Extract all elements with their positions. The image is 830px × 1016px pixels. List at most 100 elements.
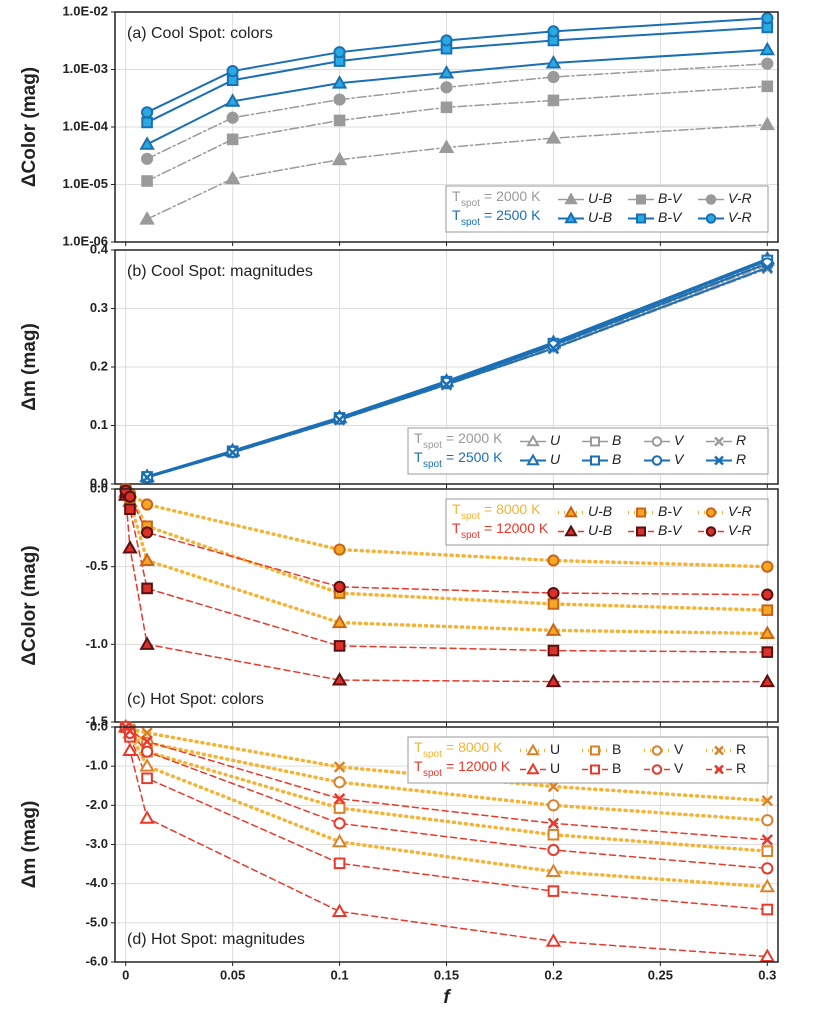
y-axis-label: Δm (mag) xyxy=(19,323,40,411)
marker xyxy=(141,735,153,748)
marker xyxy=(141,471,153,484)
marker xyxy=(440,378,453,391)
legend-marker xyxy=(636,507,646,518)
legend-label: U-B xyxy=(588,209,612,225)
legend-subscript: spot xyxy=(461,511,480,522)
legend-label: U xyxy=(550,760,560,776)
series-line xyxy=(146,62,769,160)
y-tick-label: 0.2 xyxy=(90,358,108,373)
marker xyxy=(331,75,348,89)
marker xyxy=(759,948,776,963)
marker xyxy=(438,64,455,79)
legend-label: U xyxy=(550,432,561,448)
legend-label: V xyxy=(674,741,684,757)
marker xyxy=(333,817,346,830)
legend-label: B-V xyxy=(658,503,683,519)
legend-marker xyxy=(526,453,540,466)
legend-label: V-R xyxy=(728,522,752,538)
legend-label: R xyxy=(736,451,746,467)
marker xyxy=(140,526,154,539)
marker xyxy=(761,794,773,807)
legend-marker xyxy=(590,745,600,756)
marker xyxy=(761,261,773,274)
legend-label: B-V xyxy=(658,209,683,225)
marker xyxy=(123,490,137,503)
marker xyxy=(333,802,346,814)
y-tick-label: 0.0 xyxy=(90,718,108,733)
legend-marker xyxy=(636,526,646,537)
marker xyxy=(333,776,346,789)
legend-subscript: spot xyxy=(461,198,480,209)
legend-title: T xyxy=(452,520,461,536)
marker xyxy=(547,817,560,830)
series-line xyxy=(146,17,769,114)
marker xyxy=(545,863,562,878)
marker xyxy=(140,498,154,511)
marker xyxy=(333,114,346,127)
y-tick-label: -1.0 xyxy=(86,636,108,651)
marker xyxy=(139,758,155,772)
y-tick-label: -1.5 xyxy=(86,713,108,728)
marker xyxy=(547,70,560,84)
legend-marker xyxy=(651,436,663,447)
legend-marker xyxy=(636,194,646,205)
legend-marker xyxy=(564,211,578,224)
y-tick-label: -4.0 xyxy=(86,875,108,890)
marker xyxy=(333,46,346,59)
marker xyxy=(124,503,136,515)
y-tick-label: 0.4 xyxy=(90,241,109,256)
legend-label: V-R xyxy=(728,503,752,519)
marker xyxy=(139,636,155,650)
marker xyxy=(141,727,153,739)
legend-label: B xyxy=(612,432,621,448)
legend-box xyxy=(407,736,769,784)
panel-title: (a) Cool Spot: colors xyxy=(127,25,273,42)
marker xyxy=(547,598,560,610)
legend-label: V-R xyxy=(728,209,752,225)
legend-marker xyxy=(564,524,578,537)
marker xyxy=(331,672,348,686)
x-axis-label: f xyxy=(443,987,451,1008)
marker xyxy=(333,792,346,805)
marker xyxy=(140,152,154,165)
legend-subscript: spot xyxy=(423,768,442,779)
marker xyxy=(333,857,346,870)
legend-title: = 8000 K xyxy=(446,739,503,755)
marker xyxy=(545,933,562,947)
marker xyxy=(761,80,774,93)
x-tick-label: 0 xyxy=(122,967,129,982)
panel-title: (c) Hot Spot: colors xyxy=(127,691,264,708)
legend-title: = 2500 K xyxy=(446,449,503,465)
legend-title: T xyxy=(452,207,461,223)
legend-marker xyxy=(705,526,717,537)
series-line xyxy=(123,725,770,803)
marker xyxy=(761,57,774,70)
y-axis-label: ΔColor (mag) xyxy=(19,67,40,187)
series-line xyxy=(146,85,769,182)
legend-subscript: spot xyxy=(423,749,442,760)
y-tick-label: -0.5 xyxy=(86,558,108,573)
legend-title: T xyxy=(452,501,461,517)
legend-marker xyxy=(651,764,663,775)
legend-marker xyxy=(564,505,578,518)
series-line xyxy=(123,725,770,822)
marker xyxy=(139,552,155,566)
legend-marker xyxy=(636,213,646,224)
marker xyxy=(140,106,154,119)
marker xyxy=(759,116,776,131)
marker xyxy=(331,903,348,917)
legend-label: B-V xyxy=(658,522,683,538)
legend-title: = 2500 K xyxy=(484,207,541,223)
panel-title: (d) Hot Spot: magnitudes xyxy=(127,931,305,948)
legend-marker xyxy=(705,507,717,518)
series-line xyxy=(124,726,769,911)
marker xyxy=(547,843,560,857)
marker xyxy=(761,834,773,846)
legend-subscript: spot xyxy=(461,530,480,541)
marker xyxy=(761,862,774,875)
marker xyxy=(761,845,774,857)
legend-label: B xyxy=(612,451,621,467)
marker xyxy=(122,742,138,756)
series-line xyxy=(124,494,769,683)
